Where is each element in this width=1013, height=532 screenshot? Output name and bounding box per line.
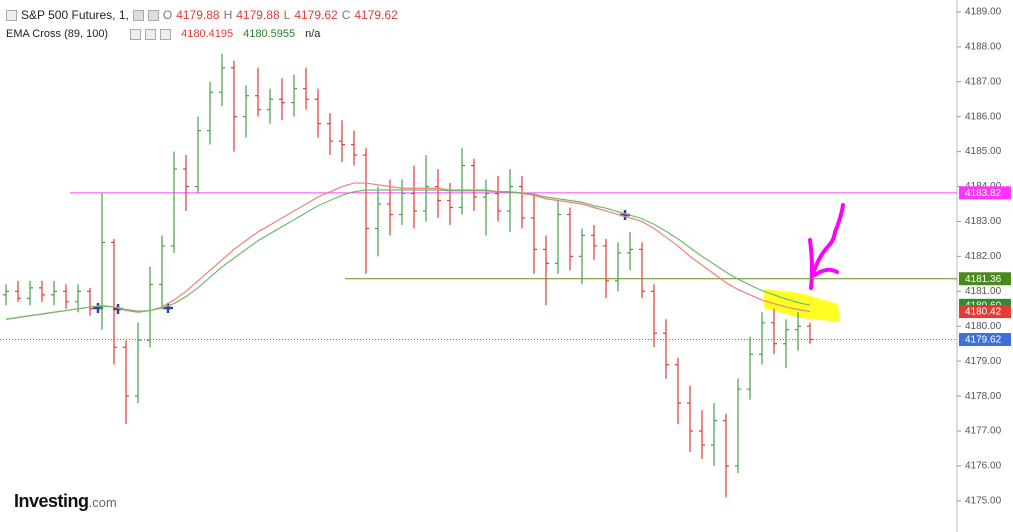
y-tick-label: 4188.00: [965, 41, 1002, 52]
symbol: S&P 500 Futures, 1,: [21, 8, 129, 22]
ohlc-bars: [3, 53, 813, 498]
na: n/a: [305, 28, 321, 40]
close: 4179.62: [354, 8, 398, 22]
price-label: 4183.82: [965, 188, 1002, 199]
h-label: H: [223, 8, 233, 22]
y-tick-label: 4183.00: [965, 216, 1002, 227]
hand-arrow: [808, 203, 845, 290]
crosses: [93, 210, 630, 314]
y-tick-label: 4186.00: [965, 111, 1002, 122]
high: 4179.88: [236, 8, 280, 22]
price-label: 4180.42: [965, 307, 1002, 318]
y-tick-label: 4179.00: [965, 356, 1002, 367]
ema-fast: 4180.4195: [181, 28, 234, 40]
price-label: 4179.62: [965, 335, 1002, 346]
price-label: 4181.36: [965, 274, 1002, 285]
y-tick-label: 4181.00: [965, 286, 1002, 297]
o-label: O: [162, 8, 173, 22]
eye-icon[interactable]: [130, 28, 142, 40]
y-tick-label: 4180.00: [965, 321, 1002, 332]
ema-line: [5, 182, 811, 320]
indicator: EMA Cross (89, 100): [6, 28, 109, 40]
logo-suffix: .com: [88, 495, 117, 510]
logo: Investing.com: [14, 491, 117, 512]
settings-icon[interactable]: [132, 9, 144, 21]
price-label-box: [959, 305, 1011, 319]
price-label-box: [959, 272, 1011, 286]
y-tick-label: 4175.00: [965, 496, 1002, 507]
highlight: [764, 289, 840, 322]
price-label-box: [959, 186, 1011, 200]
format-icon[interactable]: [147, 9, 159, 21]
y-tick-label: 4176.00: [965, 461, 1002, 472]
l-label: L: [283, 8, 291, 22]
y-tick-label: 4178.00: [965, 391, 1002, 402]
y-tick-label: 4177.00: [965, 426, 1002, 437]
low: 4179.62: [294, 8, 338, 22]
y-tick-label: 4182.00: [965, 251, 1002, 262]
c-label: C: [341, 8, 351, 22]
collapse-icon[interactable]: [6, 9, 17, 21]
y-tick-label: 4189.00: [965, 7, 1002, 18]
ema-line: [5, 189, 811, 320]
y-tick-label: 4187.00: [965, 76, 1002, 87]
price-label-box: [959, 333, 1011, 347]
y-tick-label: 4185.00: [965, 146, 1002, 157]
close-icon[interactable]: [160, 28, 172, 40]
logo-brand: Investing: [14, 491, 89, 511]
indicator-row: EMA Cross (89, 100) 4180.4195 4180.5955 …: [6, 28, 320, 40]
open: 4179.88: [176, 8, 220, 22]
ema-slow: 4180.5955: [243, 28, 296, 40]
settings-icon[interactable]: [145, 28, 157, 40]
